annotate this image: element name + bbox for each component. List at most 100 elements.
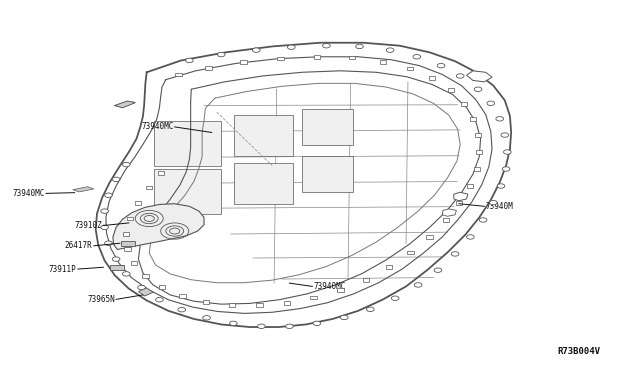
Circle shape: [340, 315, 348, 320]
Circle shape: [490, 201, 497, 205]
Circle shape: [138, 285, 145, 290]
Circle shape: [501, 133, 509, 137]
FancyBboxPatch shape: [256, 303, 262, 307]
Circle shape: [413, 55, 420, 59]
Circle shape: [323, 44, 330, 48]
Circle shape: [367, 307, 374, 311]
Circle shape: [122, 162, 130, 167]
Circle shape: [387, 48, 394, 52]
Text: 73965N: 73965N: [87, 295, 115, 304]
FancyBboxPatch shape: [426, 235, 433, 239]
FancyBboxPatch shape: [234, 163, 292, 204]
FancyBboxPatch shape: [241, 60, 246, 64]
Circle shape: [218, 52, 225, 57]
Circle shape: [112, 257, 120, 261]
Circle shape: [504, 150, 511, 154]
FancyBboxPatch shape: [456, 201, 462, 205]
FancyBboxPatch shape: [154, 169, 221, 214]
FancyBboxPatch shape: [429, 76, 435, 80]
FancyBboxPatch shape: [205, 66, 212, 70]
FancyBboxPatch shape: [159, 285, 165, 289]
FancyBboxPatch shape: [203, 300, 209, 304]
Circle shape: [451, 252, 459, 256]
FancyBboxPatch shape: [123, 232, 129, 236]
Circle shape: [122, 272, 130, 276]
FancyBboxPatch shape: [302, 157, 353, 192]
Circle shape: [356, 44, 364, 49]
Polygon shape: [73, 187, 94, 192]
Circle shape: [104, 241, 112, 246]
FancyBboxPatch shape: [234, 115, 292, 156]
Circle shape: [496, 116, 504, 121]
FancyBboxPatch shape: [363, 278, 369, 282]
Circle shape: [497, 184, 505, 188]
Text: R73B004V: R73B004V: [557, 347, 600, 356]
Circle shape: [487, 101, 495, 106]
Circle shape: [467, 235, 474, 239]
FancyBboxPatch shape: [302, 109, 353, 145]
Circle shape: [230, 321, 237, 326]
Circle shape: [313, 321, 321, 326]
FancyBboxPatch shape: [134, 201, 141, 205]
Circle shape: [285, 324, 293, 328]
Circle shape: [392, 296, 399, 301]
FancyBboxPatch shape: [154, 121, 221, 166]
FancyBboxPatch shape: [109, 265, 124, 270]
Polygon shape: [138, 288, 153, 296]
FancyBboxPatch shape: [229, 303, 236, 307]
FancyBboxPatch shape: [127, 217, 133, 220]
Circle shape: [287, 45, 295, 49]
FancyBboxPatch shape: [470, 117, 476, 121]
Circle shape: [474, 87, 482, 92]
Circle shape: [156, 298, 163, 302]
Text: 73940MC: 73940MC: [12, 189, 45, 198]
Circle shape: [437, 63, 445, 68]
FancyBboxPatch shape: [406, 67, 413, 70]
Polygon shape: [115, 101, 135, 108]
Polygon shape: [442, 209, 456, 216]
Text: 73940M: 73940M: [486, 202, 513, 211]
FancyBboxPatch shape: [175, 73, 182, 76]
Polygon shape: [454, 192, 468, 201]
Circle shape: [100, 225, 108, 230]
Circle shape: [178, 308, 186, 312]
FancyBboxPatch shape: [310, 296, 317, 299]
Polygon shape: [113, 204, 204, 250]
Text: 73911P: 73911P: [49, 264, 77, 273]
Circle shape: [203, 315, 211, 320]
FancyBboxPatch shape: [380, 60, 387, 64]
FancyBboxPatch shape: [124, 247, 131, 251]
Circle shape: [112, 177, 120, 182]
FancyBboxPatch shape: [461, 102, 467, 106]
FancyBboxPatch shape: [121, 241, 135, 246]
Circle shape: [100, 209, 108, 213]
Text: 73940MC: 73940MC: [314, 282, 346, 291]
FancyBboxPatch shape: [448, 88, 454, 92]
Circle shape: [252, 48, 260, 52]
FancyBboxPatch shape: [284, 301, 290, 305]
Circle shape: [502, 167, 510, 171]
FancyBboxPatch shape: [314, 55, 320, 59]
FancyBboxPatch shape: [142, 274, 148, 278]
Text: 73910Z: 73910Z: [74, 221, 102, 230]
Text: 73940MC: 73940MC: [141, 122, 173, 131]
FancyBboxPatch shape: [277, 57, 284, 61]
Polygon shape: [467, 71, 492, 82]
Circle shape: [479, 218, 487, 222]
Circle shape: [257, 324, 265, 328]
FancyBboxPatch shape: [349, 56, 355, 60]
FancyBboxPatch shape: [337, 288, 344, 292]
FancyBboxPatch shape: [386, 265, 392, 269]
FancyBboxPatch shape: [131, 261, 137, 265]
Text: 26417R: 26417R: [65, 241, 93, 250]
Circle shape: [104, 193, 112, 198]
FancyBboxPatch shape: [146, 186, 152, 189]
FancyBboxPatch shape: [474, 167, 480, 171]
FancyBboxPatch shape: [476, 150, 483, 154]
FancyBboxPatch shape: [475, 133, 481, 137]
FancyBboxPatch shape: [407, 251, 413, 254]
FancyBboxPatch shape: [443, 218, 449, 222]
Circle shape: [456, 74, 464, 78]
FancyBboxPatch shape: [467, 184, 473, 188]
FancyBboxPatch shape: [157, 171, 164, 174]
